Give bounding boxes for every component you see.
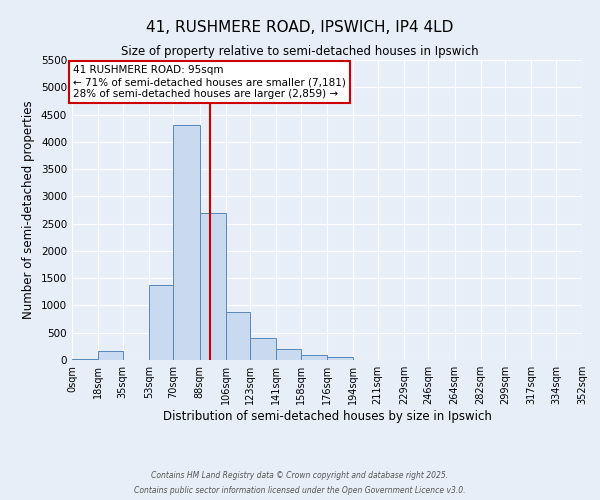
Bar	[226, 312, 250, 360]
Bar	[250, 338, 276, 360]
Bar	[327, 357, 353, 360]
Bar	[149, 284, 173, 360]
Text: Contains public sector information licensed under the Open Government Licence v3: Contains public sector information licen…	[134, 486, 466, 495]
Y-axis label: Number of semi-detached properties: Number of semi-detached properties	[22, 100, 35, 320]
Bar	[98, 350, 123, 360]
Bar	[199, 212, 226, 360]
Bar	[276, 349, 301, 360]
X-axis label: Distribution of semi-detached houses by size in Ipswich: Distribution of semi-detached houses by …	[163, 410, 491, 423]
Text: Contains HM Land Registry data © Crown copyright and database right 2025.: Contains HM Land Registry data © Crown c…	[151, 471, 449, 480]
Text: 41, RUSHMERE ROAD, IPSWICH, IP4 4LD: 41, RUSHMERE ROAD, IPSWICH, IP4 4LD	[146, 20, 454, 35]
Text: 41 RUSHMERE ROAD: 95sqm
← 71% of semi-detached houses are smaller (7,181)
28% of: 41 RUSHMERE ROAD: 95sqm ← 71% of semi-de…	[73, 66, 346, 98]
Bar	[301, 356, 327, 360]
Bar	[173, 126, 200, 360]
Text: Size of property relative to semi-detached houses in Ipswich: Size of property relative to semi-detach…	[121, 45, 479, 58]
